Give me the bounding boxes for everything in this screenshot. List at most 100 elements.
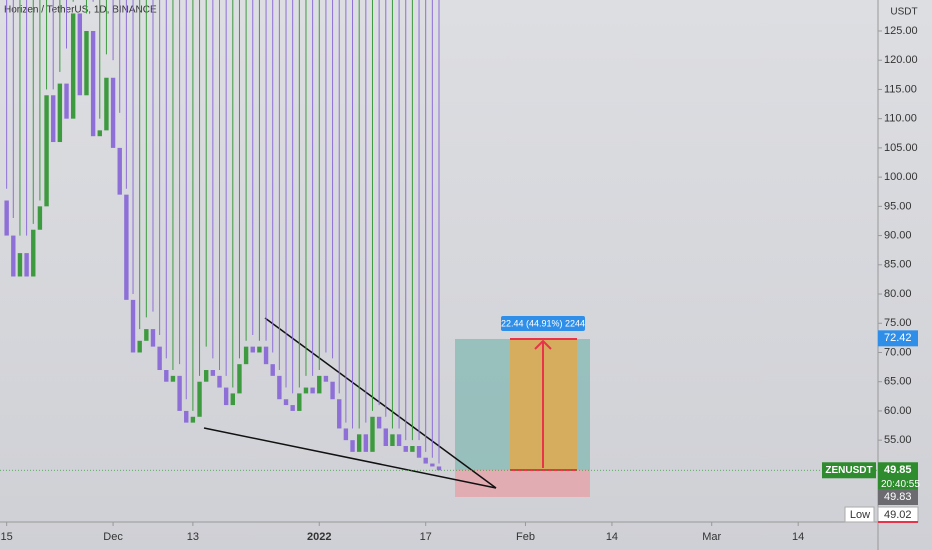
chart-title: Horizen / TetherUS, 1D, BINANCE [4,5,157,16]
candle-body [277,375,282,400]
candle-body [430,463,435,467]
candle-body [70,13,76,119]
y-tick-label: 125.00 [884,25,918,37]
candle-body [11,235,16,277]
countdown: 20:40:55 [881,479,920,490]
candle-body [130,299,136,353]
y-tick-label: 115.00 [884,83,917,95]
y-tick-label: 70.00 [884,346,912,358]
x-tick-label: 17 [420,531,432,543]
candle-body [363,434,369,452]
candle-body [243,346,249,365]
candle-body [110,77,116,148]
candle-body [237,364,242,394]
low-name-box [844,506,875,523]
y-tick-label: 55.00 [884,434,912,446]
symbol-label: ZENUSDT [825,465,872,476]
x-tick-label: Mar [702,531,721,543]
candle-body [84,30,89,96]
arrow-head [534,339,552,350]
candle-body [383,428,388,447]
bid-label: 49.83 [884,491,912,503]
candle-body [197,381,202,417]
candle-body [157,346,162,371]
y-tick-label: 90.00 [884,229,912,241]
x-tick-label: 14 [606,531,618,543]
x-tick-label: Dec [103,531,123,543]
candle-body [310,387,315,394]
candle-body [303,387,309,394]
candle-body [137,340,142,353]
candle-body [337,399,342,429]
candle-body [330,381,335,400]
candle-body [257,346,262,353]
candle-body [223,387,229,406]
candle-body [343,428,349,441]
last-tag-label: 49.85 [884,464,912,476]
y-tick-label: 105.00 [884,142,918,154]
candle-body [283,399,289,406]
candle-body [144,329,149,341]
y-tick-label: 65.00 [884,376,912,388]
candle-body [230,393,236,406]
y-tick-label: 110.00 [884,113,917,125]
candle-body [390,434,395,447]
candle-body [297,393,302,411]
candle-body [290,405,295,411]
candle-body [323,375,329,382]
wedge-lower [203,427,497,489]
candle-body [370,416,375,452]
x-tick-label: 2022 [307,531,331,543]
candle-body [423,457,428,464]
currency: USDT [890,7,917,18]
candle-body [403,446,408,452]
wedge-upper [264,317,497,489]
candle-body [164,370,169,382]
candle-body [396,434,402,447]
candle-body [350,440,355,452]
candle-body [64,83,69,119]
position-label: 22.44 (44.91%) 2244 [501,318,585,328]
last-tag [878,462,918,493]
candle-body [184,410,189,423]
x-tick-label: 13 [187,531,199,543]
candle-body [170,375,176,382]
candle-body [150,329,156,347]
candle-body [203,370,209,382]
candle-body [17,253,23,277]
y-tick-label: 85.00 [884,259,912,271]
target-tag [878,330,918,347]
candle-body [37,206,43,230]
candle-body [317,375,322,394]
candle-body [376,416,382,429]
y-tick-label: 100.00 [884,171,918,183]
low-name: Low [850,509,870,521]
candle-body [410,446,415,452]
x-tick-label: 14 [792,531,804,543]
candle-body [210,370,216,376]
y-tick-label: 95.00 [884,200,912,212]
position-label-box [501,316,585,331]
y-tick-label: 75.00 [884,317,912,329]
candle-body [90,30,96,137]
candle-body [4,200,9,236]
candle-body [31,229,36,277]
y-tick-label: 120.00 [884,54,918,66]
candle-body [190,416,196,423]
candle-body [124,194,129,300]
candle-body [117,147,122,195]
candle-body [270,364,275,376]
candle-body [104,77,109,131]
candle-body [217,375,222,388]
candle-body [57,83,63,143]
candle-body [77,13,83,96]
candle-body [51,95,56,143]
candle-body [44,95,49,207]
low-tag-label: 49.02 [884,509,912,521]
y-tick-label: 60.00 [884,405,912,417]
target-tag-label: 72.42 [884,332,912,344]
candle-body [250,346,255,353]
bid-tag [878,489,918,505]
candle-body [97,130,102,137]
